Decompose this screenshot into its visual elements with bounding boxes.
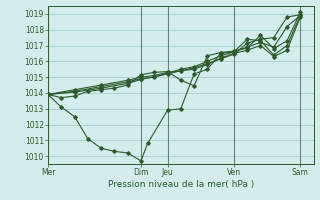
X-axis label: Pression niveau de la mer( hPa ): Pression niveau de la mer( hPa ) [108, 180, 254, 189]
